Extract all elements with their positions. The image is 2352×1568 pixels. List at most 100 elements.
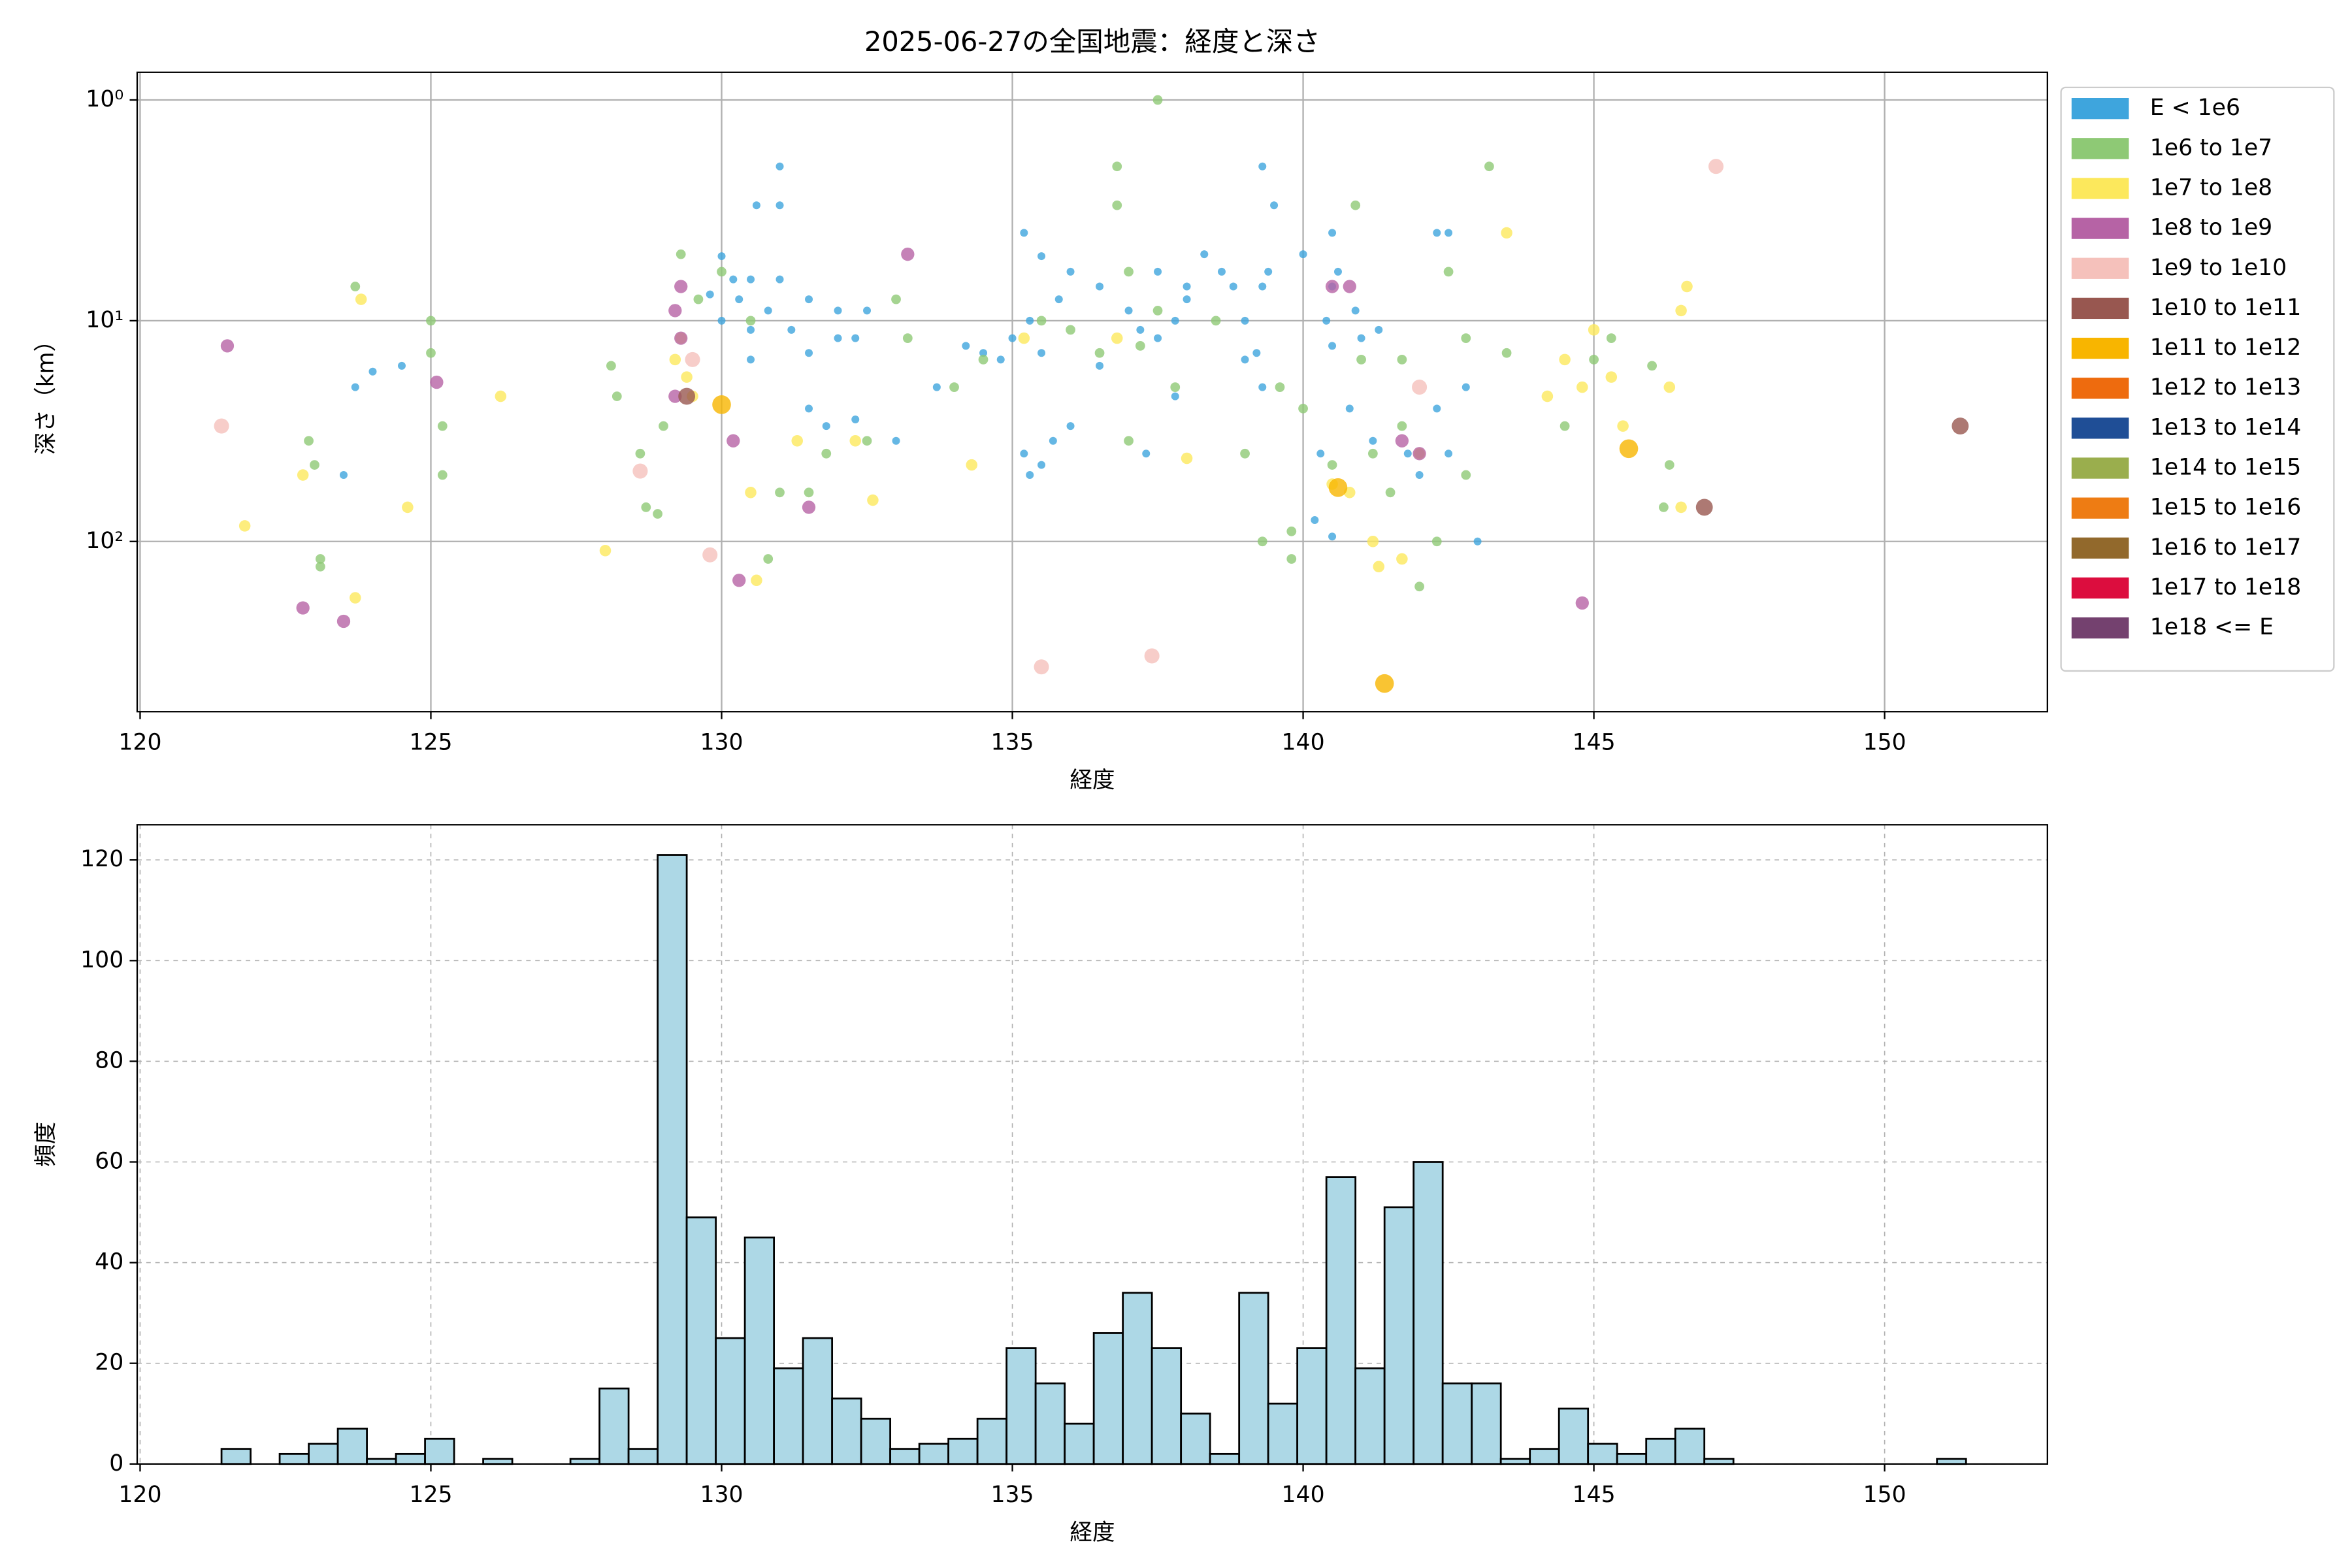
x-tick-label: 120 xyxy=(118,730,161,756)
scatter-point xyxy=(1412,380,1428,395)
histogram-bar xyxy=(1122,1292,1153,1465)
scatter-point xyxy=(1154,267,1162,276)
scatter-point xyxy=(296,601,310,615)
scatter-point xyxy=(1049,436,1057,445)
x-tick-label: 120 xyxy=(118,1482,161,1508)
scatter-point xyxy=(426,348,436,358)
scatter-point xyxy=(1136,325,1145,334)
scatter-point xyxy=(1647,361,1657,371)
x-tick-label: 130 xyxy=(700,1482,743,1508)
scatter-point xyxy=(685,351,700,367)
y-axis-label: 深さ（km） xyxy=(33,329,59,455)
scatter-point xyxy=(1037,252,1046,261)
scatter-point xyxy=(1328,229,1337,237)
scatter-point xyxy=(966,459,978,471)
histogram-bar xyxy=(1383,1206,1415,1465)
scatter-point xyxy=(674,331,688,345)
scatter-point xyxy=(764,306,772,315)
histogram-bar xyxy=(308,1443,339,1465)
legend-swatch xyxy=(2071,457,2129,479)
scatter-point xyxy=(1258,162,1267,171)
histogram-bar xyxy=(1064,1422,1095,1465)
scatter-point xyxy=(892,436,900,445)
scatter-point xyxy=(1170,382,1181,392)
scatter-point xyxy=(606,361,616,371)
scatter-point xyxy=(787,325,796,334)
scatter-point xyxy=(1124,267,1134,277)
legend-label: E < 1e6 xyxy=(2150,95,2240,121)
scatter-point xyxy=(1373,561,1385,573)
scatter-point xyxy=(805,404,813,413)
scatter-point xyxy=(751,574,762,587)
scatter-point xyxy=(706,290,714,299)
scatter-point xyxy=(1397,421,1407,431)
scatter-point xyxy=(1484,161,1494,172)
legend-label: 1e18 <= E xyxy=(2150,614,2274,640)
scatter-point xyxy=(1241,355,1249,364)
scatter-point xyxy=(1605,371,1618,383)
legend-swatch xyxy=(2071,378,2129,399)
scatter-point xyxy=(1299,250,1307,259)
scatter-point xyxy=(1286,554,1297,564)
legend-swatch xyxy=(2071,297,2129,319)
scatter-point xyxy=(430,375,444,389)
scatter-point xyxy=(802,500,816,514)
scatter-point xyxy=(862,436,872,446)
scatter-point xyxy=(1403,449,1412,458)
scatter-point xyxy=(776,275,784,284)
scatter-point xyxy=(763,554,774,564)
legend-label: 1e15 to 1e16 xyxy=(2150,495,2301,521)
scatter-point xyxy=(891,294,901,304)
scatter-point xyxy=(1445,229,1453,237)
scatter-point xyxy=(1112,200,1122,210)
scatter-point xyxy=(1316,449,1325,458)
histogram-bar xyxy=(1441,1382,1473,1465)
scatter-point xyxy=(1617,420,1629,432)
histogram-bar xyxy=(220,1448,252,1465)
scatter-point xyxy=(727,434,740,448)
y-tick-label: 20 xyxy=(95,1350,123,1376)
legend-swatch xyxy=(2071,218,2129,239)
scatter-point xyxy=(1026,471,1034,480)
x-tick-label: 150 xyxy=(1863,730,1906,756)
legend-swatch xyxy=(2071,337,2129,359)
chart-title: 2025-06-27の全国地震：経度と深さ xyxy=(864,25,1320,57)
legend-swatch xyxy=(2071,497,2129,519)
histogram-bar xyxy=(976,1418,1008,1465)
scatter-point xyxy=(1211,316,1221,326)
x-tick-label: 135 xyxy=(991,1482,1034,1508)
scatter-point xyxy=(1333,267,1342,276)
histogram-bar xyxy=(1616,1452,1648,1465)
scatter-point xyxy=(238,520,251,532)
scatter-point xyxy=(641,502,651,512)
x-axis-label: 経度 xyxy=(1070,1520,1115,1546)
scatter-point xyxy=(822,422,830,431)
scatter-point xyxy=(635,448,645,459)
scatter-point xyxy=(437,421,448,431)
scatter-point xyxy=(1397,354,1407,365)
y-tick-label: 40 xyxy=(95,1249,123,1275)
scatter-point xyxy=(1034,659,1049,675)
scatter-point xyxy=(1351,306,1360,315)
scatter-point xyxy=(1501,227,1512,239)
scatter-point xyxy=(1619,439,1639,459)
histogram-bar xyxy=(1180,1413,1211,1465)
scatter-point xyxy=(668,304,682,318)
scatter-point xyxy=(1589,354,1599,365)
scatter-point xyxy=(351,383,359,391)
histogram-bar xyxy=(860,1418,892,1465)
histogram-bar xyxy=(715,1337,746,1465)
legend-label: 1e7 to 1e8 xyxy=(2150,174,2272,201)
scatter-point xyxy=(1037,461,1046,469)
scatter-point xyxy=(297,469,309,481)
histogram-bar xyxy=(1209,1452,1241,1465)
histogram-bar xyxy=(569,1458,600,1465)
scatter-point xyxy=(1345,404,1354,413)
histogram-bar xyxy=(424,1437,455,1465)
scatter-point xyxy=(1343,280,1356,293)
scatter-point xyxy=(1094,348,1105,358)
legend-label: 1e13 to 1e14 xyxy=(2150,414,2301,440)
x-axis-label: 経度 xyxy=(1070,767,1115,793)
legend-swatch xyxy=(2071,178,2129,199)
